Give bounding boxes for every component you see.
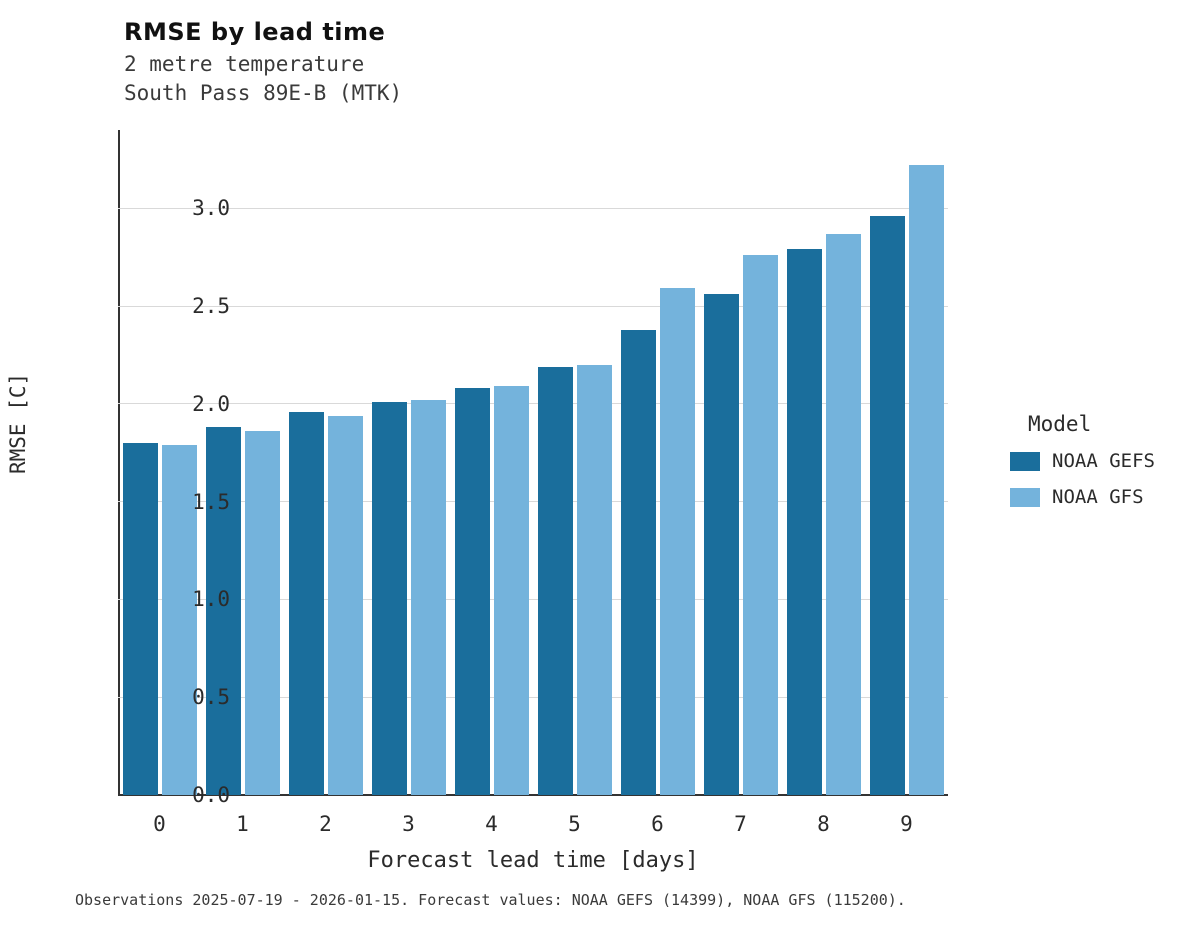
legend-label: NOAA GFS bbox=[1052, 486, 1144, 508]
legend-title: Model bbox=[1028, 412, 1092, 436]
bar-noaa-gfs-day9 bbox=[908, 165, 944, 795]
bar-noaa-gfs-day4 bbox=[493, 386, 529, 795]
chart-subtitle-variable: 2 metre temperature bbox=[124, 52, 365, 76]
gridline bbox=[118, 403, 948, 405]
y-axis-label: RMSE [C] bbox=[6, 372, 30, 474]
y-tick-label: 3.0 bbox=[192, 196, 230, 221]
bar-noaa-gefs-day9 bbox=[869, 216, 905, 795]
x-tick-label: 8 bbox=[817, 812, 830, 836]
legend-label: NOAA GEFS bbox=[1052, 450, 1155, 472]
gridline bbox=[118, 501, 948, 503]
legend-swatch bbox=[1010, 487, 1040, 507]
bar-noaa-gefs-day6 bbox=[620, 329, 656, 795]
x-tick-label: 3 bbox=[402, 812, 415, 836]
legend-entry-noaa-gfs: NOAA GFS bbox=[1010, 486, 1155, 508]
x-tick-label: 6 bbox=[651, 812, 664, 836]
chart-title: RMSE by lead time bbox=[124, 18, 386, 46]
x-tick-label: 9 bbox=[900, 812, 913, 836]
bar-noaa-gfs-day8 bbox=[825, 233, 861, 795]
bar-noaa-gfs-day5 bbox=[576, 364, 612, 795]
bar-noaa-gfs-day6 bbox=[659, 288, 695, 795]
bar-noaa-gefs-day0 bbox=[122, 442, 158, 795]
y-axis-spine bbox=[118, 130, 120, 795]
gridline bbox=[118, 305, 948, 307]
bar-noaa-gefs-day3 bbox=[371, 401, 407, 795]
legend-entry-noaa-gefs: NOAA GEFS bbox=[1010, 450, 1155, 472]
bar-noaa-gefs-day4 bbox=[454, 388, 490, 795]
bar-noaa-gefs-day5 bbox=[537, 366, 573, 795]
bar-noaa-gefs-day2 bbox=[288, 411, 324, 795]
x-tick-label: 2 bbox=[319, 812, 332, 836]
bar-noaa-gfs-day1 bbox=[244, 431, 280, 795]
x-tick-label: 7 bbox=[734, 812, 747, 836]
bar-noaa-gfs-day3 bbox=[410, 399, 446, 795]
x-tick-label: 4 bbox=[485, 812, 498, 836]
y-tick-label: 1.0 bbox=[192, 587, 230, 612]
x-tick-label: 1 bbox=[236, 812, 249, 836]
bar-noaa-gefs-day7 bbox=[703, 294, 739, 795]
bar-noaa-gefs-day1 bbox=[205, 427, 241, 795]
bar-noaa-gefs-day8 bbox=[786, 249, 822, 795]
x-axis-label: Forecast lead time [days] bbox=[367, 848, 699, 873]
x-tick-label: 5 bbox=[568, 812, 581, 836]
y-tick-label: 2.5 bbox=[192, 294, 230, 319]
bar-noaa-gfs-day7 bbox=[742, 255, 778, 795]
legend-swatch bbox=[1010, 451, 1040, 471]
y-tick-label: 0.5 bbox=[192, 685, 230, 710]
gridline bbox=[118, 207, 948, 209]
gridline bbox=[118, 598, 948, 600]
bar-noaa-gfs-day2 bbox=[327, 415, 363, 795]
y-tick-label: 0.0 bbox=[192, 783, 230, 807]
x-axis-spine bbox=[118, 794, 948, 796]
y-tick-label: 1.5 bbox=[192, 489, 230, 514]
y-tick-label: 2.0 bbox=[192, 391, 230, 416]
gridline bbox=[118, 696, 948, 698]
plot-area bbox=[118, 130, 948, 796]
x-tick-label: 0 bbox=[153, 812, 166, 836]
chart-subtitle-station: South Pass 89E-B (MTK) bbox=[124, 81, 403, 105]
bar-noaa-gfs-day0 bbox=[161, 444, 197, 795]
footnote-caption: Observations 2025-07-19 - 2026-01-15. Fo… bbox=[75, 891, 906, 909]
legend: Model NOAA GEFS NOAA GFS bbox=[1010, 412, 1155, 522]
